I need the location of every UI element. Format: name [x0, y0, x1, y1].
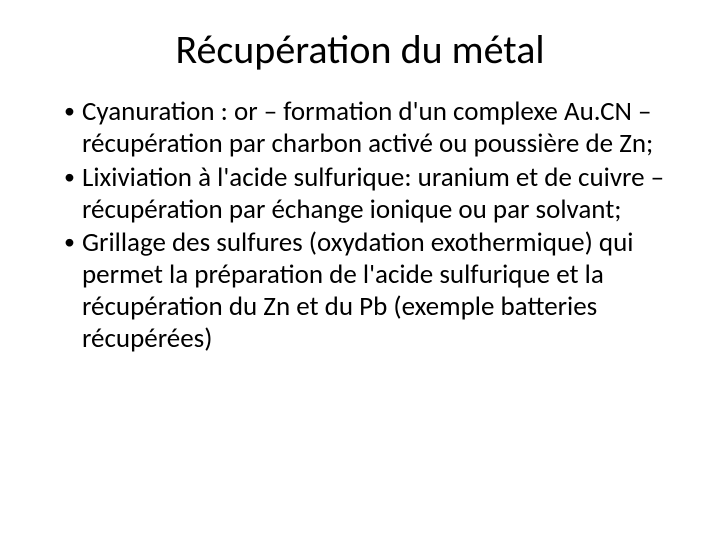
list-item: Cyanuration : or – formation d'un comple… — [64, 96, 680, 160]
bullet-list: Cyanuration : or – formation d'un comple… — [40, 96, 680, 355]
list-item: Grillage des sulfures (oxydation exother… — [64, 227, 680, 354]
slide-title: Récupération du métal — [40, 28, 680, 72]
list-item: Lixiviation à l'acide sulfurique: uraniu… — [64, 162, 680, 226]
slide: Récupération du métal Cyanuration : or –… — [0, 0, 720, 540]
